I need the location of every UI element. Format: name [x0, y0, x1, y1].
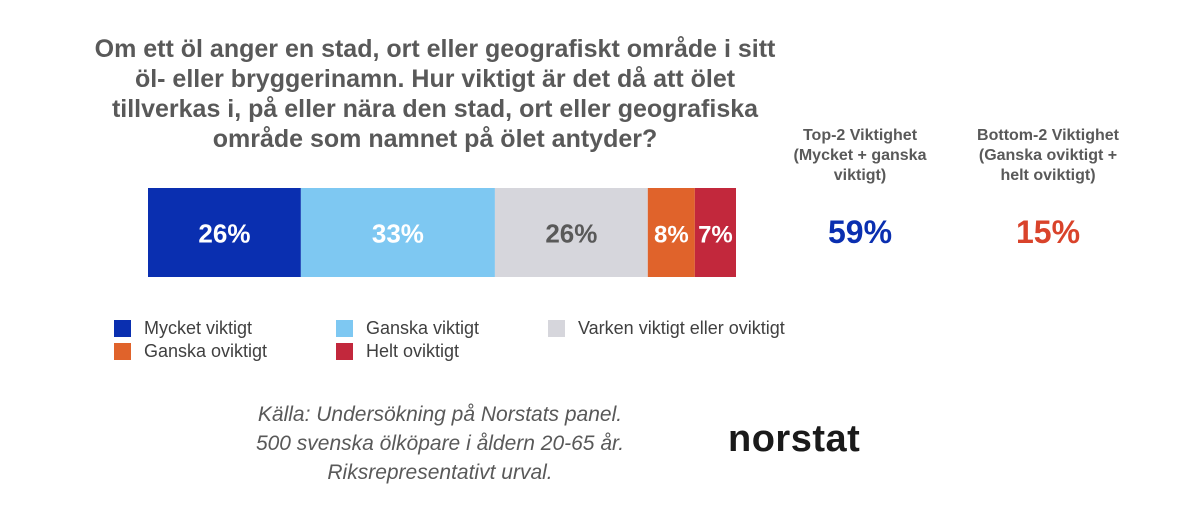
stacked-bar-chart: 26% 33% 26% 8% 7% — [148, 188, 736, 277]
legend-label: Ganska oviktigt — [144, 340, 268, 361]
legend-swatch — [548, 319, 565, 337]
bar-data-label-5: 7% — [698, 222, 733, 249]
bar-segment-4 — [647, 188, 695, 277]
source-note: Källa: Undersökning på Norstats panel. 5… — [210, 400, 670, 487]
source-line: Källa: Undersökning på Norstats panel. — [257, 403, 623, 426]
bottom2-label-line: Bottom-2 Viktighet — [977, 127, 1119, 144]
source-line: Riksrepresentativt urval. — [327, 461, 553, 484]
legend-label: Ganska viktigt — [366, 317, 480, 338]
legend-item-ganska-viktigt: Ganska viktigt — [336, 318, 548, 338]
bottom2-label: Bottom-2 Viktighet (Ganska oviktigt + he… — [958, 126, 1138, 186]
legend-item-ganska-oviktigt: Ganska oviktigt — [114, 341, 336, 361]
bar-data-label-4: 8% — [654, 222, 689, 249]
legend-label: Mycket viktigt — [144, 317, 253, 338]
bar-segment-5 — [694, 188, 736, 277]
norstat-logo: norstat — [728, 418, 861, 460]
legend-swatch — [336, 319, 353, 337]
bar-segment-2 — [300, 188, 495, 277]
bar-segment-1 — [148, 188, 301, 277]
top2-label-line: Top-2 Viktighet — [802, 127, 918, 144]
bar-data-label-3: 26% — [545, 219, 597, 249]
legend-swatch — [114, 342, 131, 360]
source-line: 500 svenska ölköpare i åldern 20-65 år. — [255, 432, 625, 455]
bar-segment-3 — [494, 188, 648, 277]
bar-data-label-1: 26% — [198, 219, 250, 249]
top2-label-line: (Mycket + ganska — [793, 147, 927, 164]
legend-swatch — [336, 342, 353, 360]
bottom2-value: 15% — [1015, 214, 1081, 250]
top2-value: 59% — [827, 214, 893, 250]
legend-item-varken: Varken viktigt eller oviktigt — [548, 318, 834, 338]
legend-item-mycket-viktigt: Mycket viktigt — [114, 318, 336, 338]
top2-summary: Top-2 Viktighet (Mycket + ganska viktigt… — [770, 126, 950, 251]
legend-swatch — [114, 319, 131, 337]
top2-label-line: viktigt) — [833, 167, 887, 184]
bottom2-label-line: (Ganska oviktigt + — [978, 147, 1118, 164]
legend-item-helt-oviktigt: Helt oviktigt — [336, 341, 548, 361]
bottom2-summary: Bottom-2 Viktighet (Ganska oviktigt + he… — [958, 126, 1138, 251]
top2-label: Top-2 Viktighet (Mycket + ganska viktigt… — [770, 126, 950, 186]
legend-label: Helt oviktigt — [366, 340, 460, 361]
legend-label: Varken viktigt eller oviktigt — [578, 317, 785, 338]
chart-title: Om ett öl anger en stad, ort eller geogr… — [94, 35, 776, 153]
bar-data-label-2: 33% — [372, 219, 424, 249]
bottom2-label-line: helt oviktigt) — [1000, 167, 1096, 184]
chart-legend: Mycket viktigt Ganska viktigt Varken vik… — [114, 318, 834, 361]
